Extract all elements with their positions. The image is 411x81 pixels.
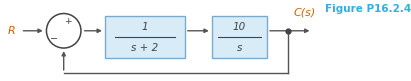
- Text: −: −: [50, 34, 58, 44]
- Text: s: s: [237, 43, 242, 53]
- Text: 10: 10: [233, 22, 246, 32]
- Text: 1: 1: [141, 22, 148, 32]
- Text: +: +: [64, 17, 72, 26]
- Text: R: R: [8, 26, 15, 36]
- Text: Figure P16.2.41: Figure P16.2.41: [325, 4, 411, 14]
- Bar: [105, 16, 185, 58]
- Text: C(s): C(s): [294, 8, 316, 18]
- Bar: [212, 16, 267, 58]
- Text: s + 2: s + 2: [131, 43, 159, 53]
- Ellipse shape: [46, 14, 81, 48]
